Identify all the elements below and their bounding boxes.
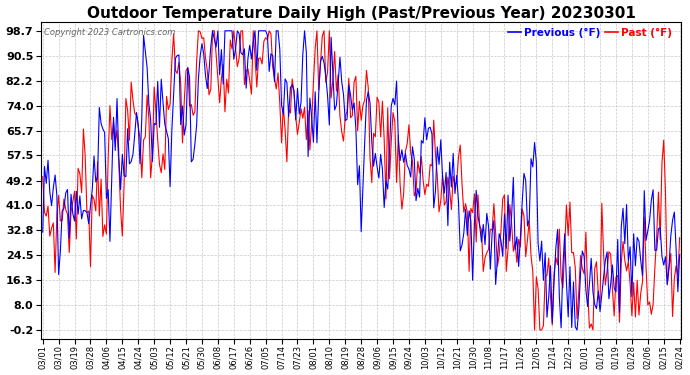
Title: Outdoor Temperature Daily High (Past/Previous Year) 20230301: Outdoor Temperature Daily High (Past/Pre…: [87, 6, 635, 21]
Text: Copyright 2023 Cartronics.com: Copyright 2023 Cartronics.com: [44, 28, 175, 37]
Legend: Previous (°F), Past (°F): Previous (°F), Past (°F): [504, 24, 676, 42]
